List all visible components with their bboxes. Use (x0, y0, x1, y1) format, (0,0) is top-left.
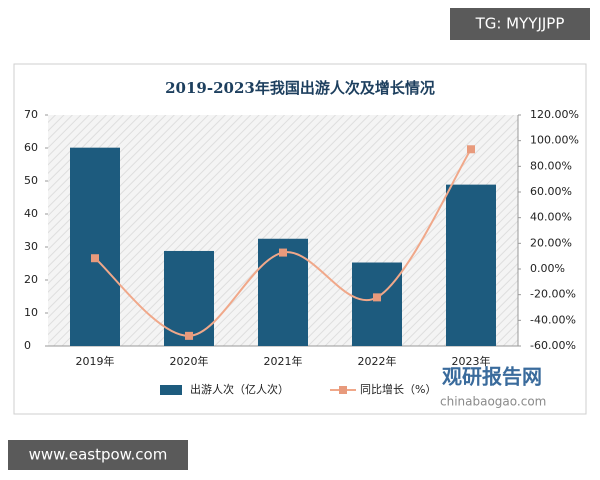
logo-url: chinabaogao.com (440, 395, 546, 409)
x-tick-label: 2023年 (452, 354, 491, 368)
x-tick-label: 2019年 (76, 354, 115, 368)
bar (258, 238, 308, 346)
y2-tick-label: -20.00% (530, 288, 576, 301)
y2-tick-label: -40.00% (530, 313, 576, 326)
legend-label: 同比增长（%） (360, 382, 436, 396)
legend-swatch (339, 386, 347, 394)
point (279, 248, 287, 257)
y2-tick-label: 60.00% (530, 185, 572, 198)
point (91, 254, 99, 263)
watermark-box (8, 440, 188, 470)
chart-title: 2019-2023年我国出游人次及增长情况 (165, 79, 435, 97)
y2-tick-label: 20.00% (530, 236, 572, 249)
x-tick-label: 2021年 (264, 354, 303, 368)
watermark: TG: MYYJJPP (475, 15, 565, 33)
logo: 观研报告网 (442, 365, 542, 389)
point (185, 331, 193, 340)
y2-tick-label: 0.00% (530, 262, 565, 275)
y-tick-label: 30 (24, 240, 38, 253)
y-tick-label: 0 (24, 339, 31, 352)
bar (446, 184, 496, 346)
y2-tick-label: 80.00% (530, 159, 572, 172)
bar (70, 147, 120, 346)
y-tick-label: 10 (24, 306, 38, 319)
watermark-box (450, 8, 590, 40)
watermark: www.eastpow.com (29, 446, 168, 464)
y-tick-label: 20 (24, 273, 38, 286)
y-tick-label: 60 (24, 141, 38, 154)
y2-tick-label: 120.00% (530, 108, 579, 121)
point (373, 293, 381, 302)
y2-tick-label: 100.00% (530, 134, 579, 147)
x-tick-label: 2022年 (358, 354, 397, 368)
legend-label: 出游人次（亿人次） (190, 382, 289, 396)
point (467, 145, 475, 154)
y-tick-label: 70 (24, 108, 38, 121)
x-tick-label: 2020年 (170, 354, 209, 368)
bar (352, 262, 402, 346)
y2-tick-label: 40.00% (530, 211, 572, 224)
y-tick-label: 50 (24, 174, 38, 187)
y2-tick-label: -60.00% (530, 339, 576, 352)
legend-swatch (160, 385, 182, 395)
y-tick-label: 40 (24, 207, 38, 220)
